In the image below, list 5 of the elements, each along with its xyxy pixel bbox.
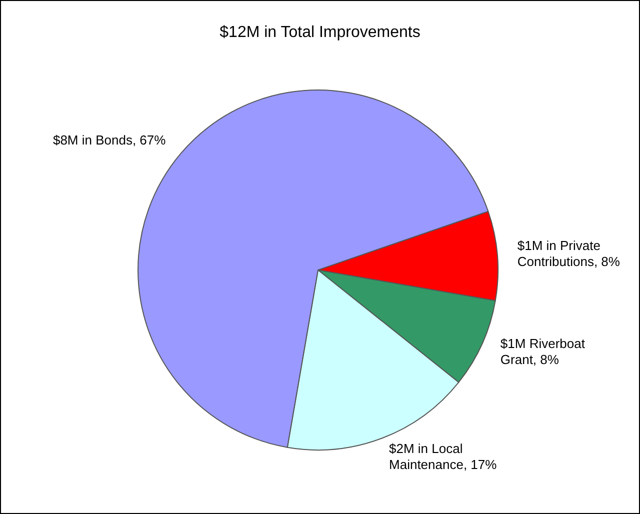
slice-label: $2M in Local Maintenance, 17% — [389, 440, 498, 472]
slice-label: $8M in Bonds, 67% — [52, 132, 166, 148]
slice-label: $1M Riverboat Grant, 8% — [500, 336, 586, 367]
chart-title: $12M in Total Improvements — [220, 24, 420, 41]
slice-label: $1M in Private Contributions, 8% — [517, 238, 620, 269]
